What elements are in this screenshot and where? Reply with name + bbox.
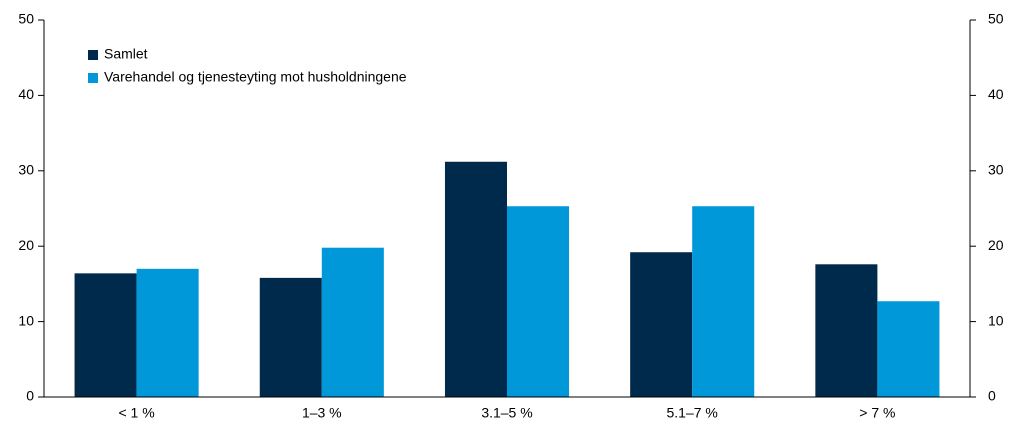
legend-label: Varehandel og tjenesteyting mot husholdn… — [104, 69, 407, 85]
x-tick-label: > 7 % — [859, 405, 895, 421]
x-tick-label: 1–3 % — [302, 405, 342, 421]
x-tick-label: < 1 % — [118, 405, 154, 421]
legend-label: Samlet — [104, 46, 148, 62]
legend-swatch — [88, 50, 98, 60]
y2-tick-label: 0 — [988, 388, 996, 404]
y2-tick-label: 10 — [988, 312, 1004, 328]
bar — [630, 252, 693, 397]
y-tick-label: 50 — [18, 11, 34, 27]
y-tick-label: 0 — [26, 388, 34, 404]
bar — [259, 277, 322, 397]
x-tick-label: 5.1–7 % — [667, 405, 718, 421]
bar — [692, 206, 755, 397]
y2-tick-label: 50 — [988, 11, 1004, 27]
bar — [74, 273, 137, 397]
bar — [444, 161, 507, 397]
bar — [877, 301, 940, 397]
y2-tick-label: 30 — [988, 162, 1004, 178]
y2-tick-label: 40 — [988, 86, 1004, 102]
y-tick-label: 20 — [18, 237, 34, 253]
bar — [321, 247, 384, 397]
x-tick-label: 3.1–5 % — [481, 405, 532, 421]
y2-tick-label: 20 — [988, 237, 1004, 253]
legend-swatch — [88, 73, 98, 83]
y-tick-label: 30 — [18, 162, 34, 178]
y-tick-label: 40 — [18, 86, 34, 102]
bar — [136, 268, 199, 397]
y-tick-label: 10 — [18, 312, 34, 328]
bar — [815, 264, 878, 397]
bar — [507, 206, 570, 397]
